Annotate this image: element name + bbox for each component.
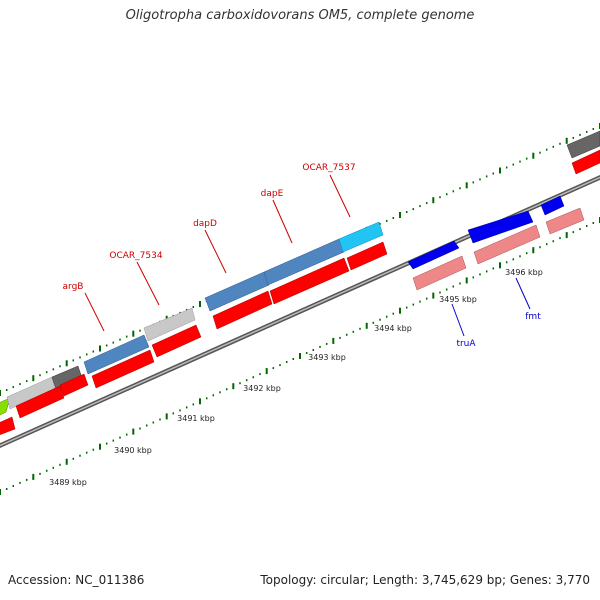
position-tick-labels: 3489 kbp 3490 kbp 3491 kbp 3492 kbp 3493…: [49, 268, 543, 487]
tick-label: 3493 kbp: [308, 353, 346, 362]
gene-feature[interactable]: [407, 240, 460, 270]
cds-feature[interactable]: [91, 349, 155, 389]
genome-backbone: [0, 175, 600, 448]
gene-feature[interactable]: [83, 334, 150, 375]
cds-feature[interactable]: [412, 255, 467, 291]
gene-feature[interactable]: [540, 195, 565, 216]
gene-label-ocar-7534[interactable]: OCAR_7534: [109, 251, 162, 261]
gene-label-fmt[interactable]: fmt: [525, 312, 541, 322]
tick-label: 3495 kbp: [439, 295, 477, 304]
gene-feature[interactable]: [263, 238, 345, 286]
gene-feature[interactable]: [143, 307, 196, 342]
accession-text: Accession: NC_011386: [8, 573, 145, 587]
cds-feature[interactable]: [545, 207, 585, 235]
gene-feature[interactable]: [566, 130, 600, 159]
gene-feature[interactable]: [467, 210, 534, 244]
cds-feature[interactable]: [212, 290, 273, 330]
gene-label-argb[interactable]: argB: [63, 282, 84, 292]
tick-label: 3492 kbp: [243, 384, 281, 393]
tick-label: 3489 kbp: [49, 478, 87, 487]
gene-label-leaders: [84, 174, 531, 337]
gene-label-dape[interactable]: dapE: [261, 189, 284, 199]
tick-label: 3490 kbp: [114, 446, 152, 455]
gene-feature[interactable]: [338, 221, 384, 253]
cds-row: [0, 149, 600, 437]
cds-feature[interactable]: [269, 257, 350, 305]
gene-row: [0, 130, 600, 418]
cds-feature[interactable]: [571, 149, 600, 175]
tick-label: 3491 kbp: [177, 414, 215, 423]
gene-label-ocar-7537[interactable]: OCAR_7537: [302, 163, 355, 173]
lower-tick-rail: [0, 217, 600, 495]
gene-label-trua[interactable]: truA: [456, 339, 476, 349]
cds-feature[interactable]: [151, 324, 202, 358]
cds-feature[interactable]: [473, 224, 541, 265]
cds-feature[interactable]: [59, 373, 89, 397]
genome-summary-text: Topology: circular; Length: 3,745,629 bp…: [260, 573, 590, 587]
tick-label: 3496 kbp: [505, 268, 543, 277]
genome-title: Oligotropha carboxidovorans OM5, complet…: [125, 8, 475, 23]
cds-feature[interactable]: [15, 385, 65, 419]
cds-feature[interactable]: [346, 241, 388, 271]
gene-feature[interactable]: [204, 271, 270, 312]
gene-labels: argB OCAR_7534 dapD dapE OCAR_7537 truA …: [63, 163, 542, 349]
cds-feature[interactable]: [0, 416, 16, 437]
gene-feature[interactable]: [0, 397, 11, 418]
gene-label-dapd[interactable]: dapD: [193, 219, 217, 229]
tick-label: 3494 kbp: [374, 324, 412, 333]
